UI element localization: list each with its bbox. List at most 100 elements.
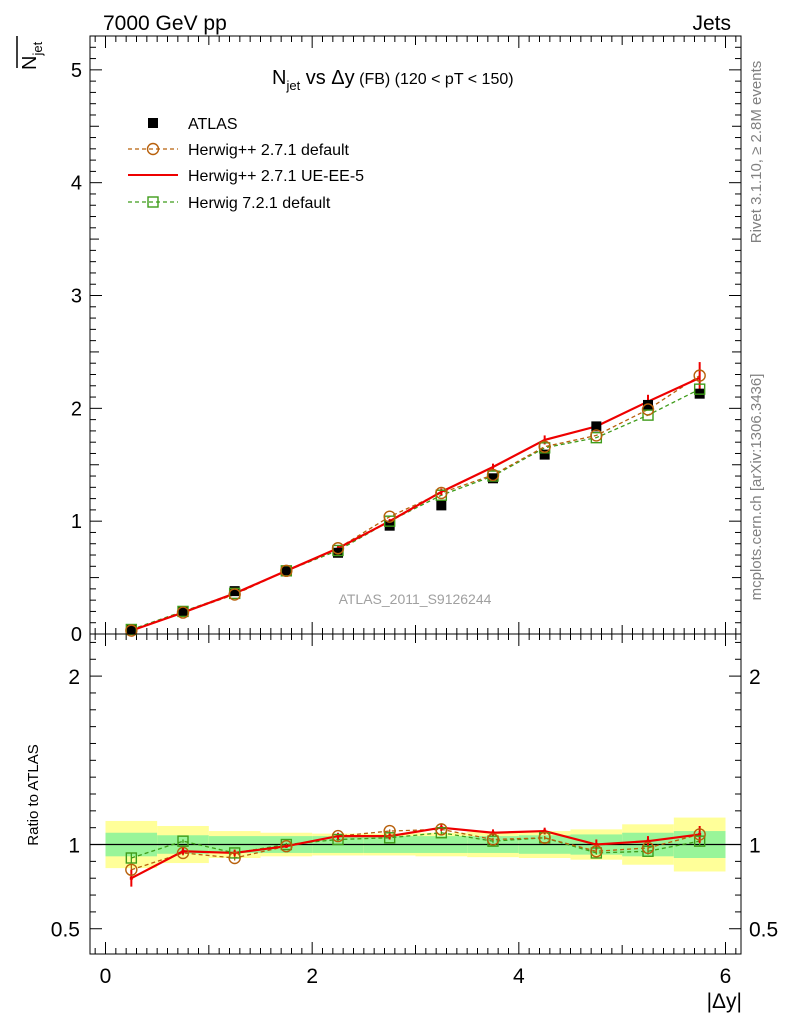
ratio-y-label: Ratio to ATLAS [25,744,42,845]
ratio-point-herwig-271-ueee5 [491,831,495,835]
ratio-y-tick-label-right: 0.5 [749,919,778,942]
legend-label-herwig-271-ueee5: Herwig++ 2.7.1 UE-EE-5 [188,168,364,185]
legend-label-herwig-271-default: Herwig++ 2.7.1 default [188,142,350,159]
ratio-line-herwig-721-default [131,832,700,859]
point-herwig-271-default [228,588,241,601]
point-atlas [539,449,550,460]
point-atlas [229,586,240,597]
ratio-panel: 0.5 0.5 1 1 2 2 0 2 4 6 [51,36,778,988]
legend-item-herwig-271-ueee5: Herwig++ 2.7.1 UE-EE-5 [128,168,364,185]
ratio-point-herwig-271-default [125,863,138,876]
panel-frames [89,35,742,955]
point-atlas [488,473,498,484]
point-herwig-271-default [641,403,655,416]
ratio-y-tick-label-right: 2 [749,666,761,689]
ratio-point-herwig-271-default [641,841,655,855]
legend-marker-herwig-271-default [146,142,160,156]
ratio-point-herwig-271-ueee5 [543,829,547,833]
ratio-line-herwig-271-default [131,828,700,871]
main-y-tick-label: 4 [71,173,82,195]
x-tick-label: 4 [513,965,525,988]
ratio-point-herwig-721-default [125,852,138,864]
ratio-point-herwig-721-default [228,847,241,859]
ratio-point-herwig-271-ueee5 [129,876,133,880]
point-herwig-271-default [280,564,293,578]
ratio-series-layer [125,823,706,887]
legend-label-herwig-721-default: Herwig 7.2.1 default [188,195,331,212]
point-herwig-271-default [383,510,396,523]
ratio-y-tick-label-left: 2 [68,666,80,689]
ratio-y-tick-label-left: 0.5 [51,919,80,942]
point-herwig-271-default [176,606,190,619]
point-herwig-271-default [435,486,448,500]
main-series-layer [125,362,706,637]
x-axis-label: |Δy| [707,990,742,1013]
ratio-line-herwig-271-ueee5 [130,826,700,880]
ratio-point-herwig-271-ueee5 [181,849,185,853]
main-y-tick-label: 5 [71,60,82,82]
ratio-point-herwig-271-default [538,831,551,844]
ratio-frame [89,633,742,955]
x-tick-label: 0 [100,965,112,988]
header-left: 7000 GeV pp [103,12,227,35]
title-rest: vs Δy [300,67,354,89]
main-y-tick-label: 2 [71,398,82,420]
ratio-point-herwig-271-ueee5 [336,834,340,838]
ratio-point-herwig-271-default [280,840,293,853]
main-y-tick-label: 3 [71,286,82,308]
legend-marker-atlas [148,118,158,128]
point-herwig-721-default [642,409,654,421]
point-atlas [281,565,292,576]
legend-item-atlas: ATLAS [148,116,238,133]
ratio-point-herwig-271-ueee5 [646,839,650,843]
ratio-point-herwig-271-ueee5 [284,844,288,848]
legend-label-atlas: ATLAS [188,116,238,133]
main-y-tick-label: 0 [71,624,82,646]
title-n: N [272,67,286,89]
ratio-point-herwig-271-default [176,846,190,860]
x-tick-label: 2 [306,965,318,988]
ratio-point-herwig-271-default [590,845,603,858]
ratio-point-herwig-271-ueee5 [594,843,598,847]
ratio-point-herwig-271-default [383,824,396,838]
title-range: (120 < pT < 150) [390,71,513,88]
ratio-point-herwig-721-default [177,835,189,847]
legend-marker-herwig-721-default [147,196,159,208]
ratio-point-herwig-271-default [331,829,345,843]
ylabel-sub: jet [30,41,45,56]
analysis-watermark: ATLAS_2011_S9126244 [339,591,492,607]
point-atlas [178,606,188,617]
ratio-y-tick-label-right: 1 [749,835,761,858]
point-atlas [591,421,602,432]
header-right: Jets [692,12,731,35]
point-herwig-271-default [590,429,603,442]
point-herwig-721-default [693,383,706,395]
point-herwig-271-default [486,468,500,482]
ratio-point-herwig-271-default [486,833,500,846]
main-y-tick-label: 1 [71,511,82,533]
point-herwig-271-default [538,440,551,453]
x-tick-label: 6 [720,965,732,988]
ratio-point-herwig-271-default [228,851,241,865]
ratio-y-tick-label-left: 1 [68,835,80,858]
legend-item-herwig-271-default: Herwig++ 2.7.1 default [128,142,350,159]
point-atlas [126,624,137,635]
ratio-point-herwig-721-default [383,832,396,844]
ratio-point-herwig-271-ueee5 [698,832,702,836]
point-atlas [436,500,447,511]
ylabel-n: N [19,56,41,70]
point-atlas [333,547,343,558]
title-fb: (FB) [355,71,391,88]
point-atlas [643,399,653,410]
legend: ATLAS Herwig++ 2.7.1 default Herwig++ 2.… [128,116,364,212]
title-sub: jet [285,78,300,93]
plot-title: Njet vs Δy (FB) (120 < pT < 150) [272,67,514,93]
point-herwig-271-default [693,369,706,382]
point-herwig-721-default [383,515,396,527]
svg-text:Njet: Njet [19,41,45,70]
main-panel: 0 1 2 3 4 5 [71,35,741,646]
ratio-point-herwig-721-default [693,835,706,847]
main-y-label: Njet [16,36,45,70]
legend-item-herwig-721-default: Herwig 7.2.1 default [128,195,331,212]
